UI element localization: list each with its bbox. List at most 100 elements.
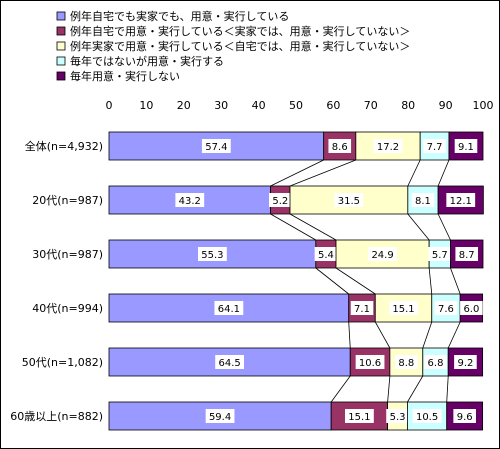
- data-label: 10.5: [416, 412, 438, 423]
- data-label-bg: [434, 301, 458, 315]
- legend-swatch-5: [56, 71, 66, 81]
- data-label-bg: [423, 139, 446, 153]
- data-label: 64.5: [218, 358, 240, 369]
- data-label-bg: [411, 193, 435, 207]
- connector-line: [428, 267, 433, 295]
- data-label: 31.5: [338, 196, 360, 207]
- data-label: 7.6: [438, 304, 454, 315]
- x-tick-label-60: 60: [326, 99, 340, 112]
- x-tick-label-50: 50: [289, 99, 303, 112]
- x-tick-label-100: 100: [473, 99, 494, 112]
- data-label-bg: [454, 139, 478, 153]
- x-tick-label-90: 90: [439, 99, 453, 112]
- legend-label-4: 毎年ではないが用意・実行する: [70, 54, 224, 68]
- data-label-bg: [334, 193, 364, 207]
- data-label: 7.7: [427, 142, 443, 153]
- data-label: 6.0: [463, 304, 479, 315]
- category-label: 60歳以上(n=882): [10, 410, 103, 423]
- data-label-bg: [205, 409, 235, 423]
- data-label-bg: [215, 355, 245, 369]
- data-label: 5.3: [390, 412, 406, 423]
- data-label-bg: [373, 139, 403, 153]
- legend-label-2: 例年自宅で用意・実行している＜実家では、用意・実行していない＞: [70, 24, 410, 38]
- legend-label-3: 例年実家で用意・実行している＜自宅では、用意・実行していない＞: [70, 39, 410, 53]
- x-axis-ticks: 0 10 20 30 40 50 60 70 80 90 100: [106, 99, 494, 112]
- data-label-bg: [395, 355, 418, 369]
- data-label: 57.4: [205, 142, 227, 153]
- data-label-bg: [175, 193, 205, 207]
- data-label: 8.7: [459, 250, 475, 261]
- data-label-bg: [328, 139, 352, 153]
- x-tick-label-0: 0: [106, 99, 113, 112]
- data-label: 55.3: [201, 250, 223, 261]
- connector-line: [289, 213, 337, 241]
- category-label: 30代(n=987): [32, 248, 103, 261]
- data-label-bg: [386, 409, 409, 423]
- data-label-bg: [344, 409, 374, 423]
- category-label: 50代(n=1,082): [22, 356, 103, 369]
- data-label: 64.1: [218, 304, 240, 315]
- connector-line: [289, 159, 356, 187]
- data-label: 8.6: [332, 142, 348, 153]
- data-label: 9.6: [457, 412, 473, 423]
- data-label-bg: [453, 409, 476, 423]
- legend-label-5: 毎年用意・実行しない: [70, 69, 180, 83]
- connector-line: [270, 159, 324, 187]
- data-label-bg: [424, 355, 447, 369]
- category-label: 20代(n=987): [32, 194, 103, 207]
- legend: 例年自宅でも実家でも、用意・実行している例年自宅で用意・実行している＜実家では、…: [56, 9, 410, 83]
- data-label-bg: [389, 301, 418, 315]
- data-label: 43.2: [179, 196, 201, 207]
- bar-segment: [108, 401, 332, 431]
- data-label-bg: [460, 301, 483, 315]
- connector-line: [348, 321, 351, 349]
- data-label: 59.4: [209, 412, 231, 423]
- data-label-bg: [214, 301, 244, 315]
- data-label: 5.7: [432, 250, 448, 261]
- data-label: 7.1: [354, 304, 370, 315]
- connector-line: [446, 375, 449, 403]
- category-label: 全体(n=4,932): [25, 139, 103, 153]
- x-tick-label-10: 10: [139, 99, 153, 112]
- data-label: 17.2: [377, 142, 399, 153]
- legend-swatch-1: [56, 11, 66, 21]
- data-label-bg: [350, 301, 374, 315]
- connector-line: [450, 267, 461, 295]
- data-label: 5.2: [272, 196, 288, 207]
- connector-line: [437, 159, 450, 187]
- legend-swatch-4: [56, 56, 66, 66]
- x-tick-label-20: 20: [177, 99, 191, 112]
- series-connector-lines: [270, 159, 461, 403]
- connector-line: [330, 375, 351, 403]
- connector-line: [315, 267, 349, 295]
- data-label-bg: [455, 247, 479, 261]
- connector-line: [270, 213, 317, 241]
- bars: 57.4 8.6 17.2 7.7 9.1 43.2 5.2 31.5 8.1 12.1 55.3 5…: [108, 131, 484, 431]
- data-label-bg: [314, 247, 338, 261]
- data-label: 12.1: [450, 196, 472, 207]
- connector-line: [422, 321, 433, 349]
- x-tick-label-70: 70: [364, 99, 378, 112]
- legend-swatch-2: [56, 26, 66, 36]
- data-label: 24.9: [371, 250, 393, 261]
- connector-line: [374, 321, 391, 349]
- x-tick-label-40: 40: [252, 99, 266, 112]
- data-label: 8.8: [398, 358, 414, 369]
- category-label: 40代(n=994): [32, 302, 103, 315]
- connector-line: [407, 375, 424, 403]
- data-label-bg: [454, 355, 477, 369]
- data-label-bg: [368, 247, 397, 261]
- connector-line: [407, 159, 421, 187]
- bar-segment: [446, 401, 484, 431]
- data-label: 15.1: [392, 304, 414, 315]
- connector-line: [447, 321, 461, 349]
- legend-label-1: 例年自宅でも実家でも、用意・実行している: [70, 9, 289, 23]
- category-labels: 全体(n=4,932) 20代(n=987) 30代(n=987) 40代(n=994…: [10, 139, 103, 423]
- x-tick-label-80: 80: [401, 99, 415, 112]
- connector-line: [437, 213, 451, 241]
- data-label: 8.1: [415, 196, 431, 207]
- data-label: 9.1: [458, 142, 474, 153]
- data-label-bg: [428, 247, 452, 261]
